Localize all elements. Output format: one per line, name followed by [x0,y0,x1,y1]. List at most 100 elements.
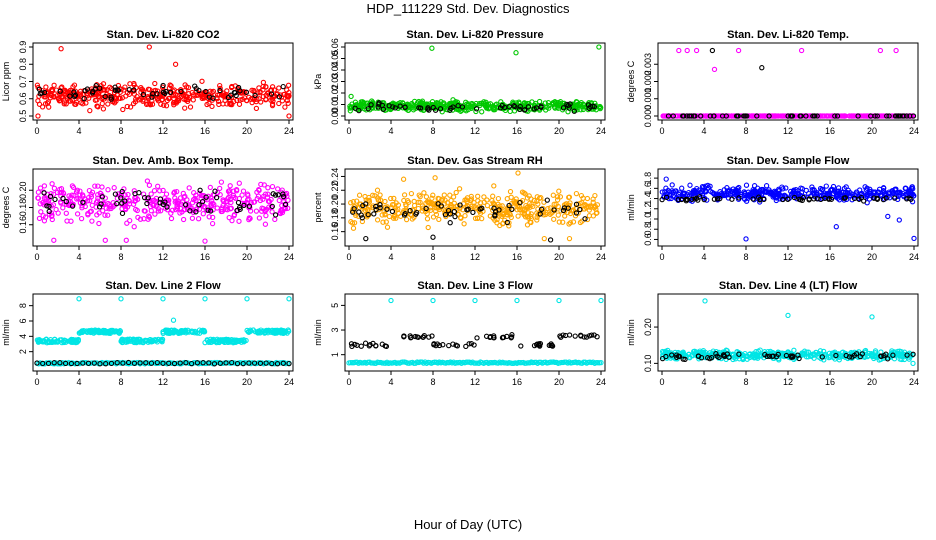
data-point [817,185,824,192]
data-point [538,195,544,201]
data-point [167,82,173,88]
y-tick-label: 1.8 [643,172,653,185]
data-point [74,338,80,344]
data-point [177,360,183,366]
data-point [94,97,100,103]
data-point [904,352,910,358]
data-point [127,217,133,224]
data-point [49,86,55,93]
data-point [196,202,202,208]
data-point [814,196,820,202]
data-point [568,208,575,214]
data-point [429,333,435,339]
data-point [833,352,839,359]
x-tick-label: 0 [34,377,39,387]
data-point [231,98,237,105]
data-point [85,360,92,366]
x-tick-label: 20 [867,377,877,387]
data-point [276,197,282,204]
data-point [679,185,685,191]
data-point [701,196,707,203]
data-point [233,338,239,344]
data-point [578,99,584,106]
data-point [48,191,54,197]
data-point [236,180,242,186]
x-tick-label: 4 [76,126,81,136]
data-point [566,235,573,242]
data-point [560,219,566,225]
data-point [358,343,364,349]
data-point [910,351,916,357]
data-point [185,84,192,91]
data-point [849,113,855,119]
data-points [348,170,601,243]
data-point [663,176,669,182]
data-point [466,341,472,347]
data-point [846,354,853,360]
data-point [147,86,153,93]
data-point [229,83,235,90]
data-point [491,183,497,189]
data-point [562,332,569,339]
data-point [132,198,138,204]
data-point [573,201,580,207]
data-point [240,360,246,367]
data-point [220,101,226,107]
x-tick-label: 16 [512,252,522,262]
y-tick-label: 0.6 [18,92,28,105]
data-point [509,332,515,338]
data-point [285,82,292,88]
y-tick-label: 3 [330,328,340,333]
data-point [397,103,403,109]
data-point [761,113,767,119]
data-point [116,329,122,335]
y-tick-label: 0.6 [643,233,653,246]
data-point [776,186,782,192]
data-point [168,215,175,222]
data-point [745,353,751,360]
data-point [63,210,69,216]
data-point [415,334,421,340]
data-point [199,198,206,205]
data-point [192,195,198,202]
data-point [434,100,440,106]
x-tick-label: 0 [346,126,351,136]
data-point [783,352,790,359]
data-points [35,178,291,244]
data-point [183,360,189,366]
y-tick-label: 0.20 [18,181,28,199]
x-tick-label: 12 [158,377,168,387]
data-point [663,194,670,201]
data-point [425,224,431,231]
data-point [521,107,528,113]
data-point [736,195,742,201]
data-point [752,351,758,357]
data-point [285,197,291,203]
x-tick-label: 8 [118,126,123,136]
data-point [689,353,696,359]
data-point [419,203,426,209]
data-point [390,104,396,110]
data-point [187,208,193,214]
data-point [229,217,235,224]
x-tick-label: 24 [284,377,294,387]
data-point [285,205,291,211]
data-point [785,196,791,202]
data-point [38,209,44,215]
data-point [46,339,53,345]
data-point [246,360,252,366]
data-point [255,193,262,199]
data-point [365,106,371,112]
data-point [261,182,267,188]
data-point [853,191,859,197]
data-point [668,195,674,202]
data-point [34,82,41,88]
data-point [878,353,884,359]
data-point [751,183,758,189]
data-point [270,191,276,197]
data-point [543,211,549,218]
x-tick-label: 16 [200,377,210,387]
data-point [430,192,436,198]
data-point [166,360,172,366]
x-tick-label: 12 [158,126,168,136]
